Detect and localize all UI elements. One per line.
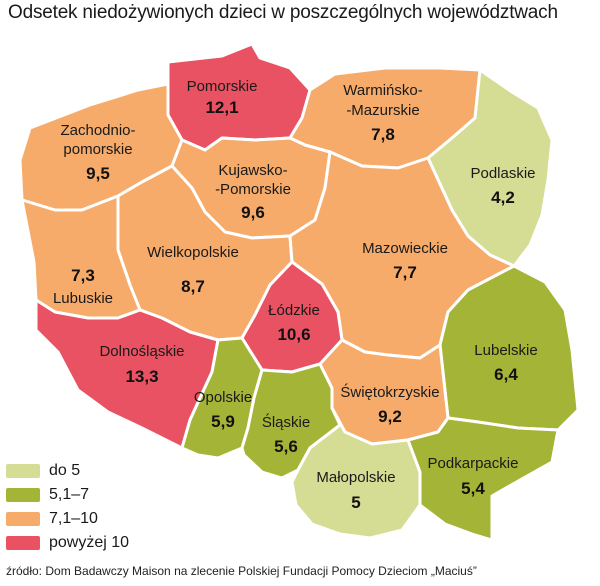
label-podlaskie-value: 4,2 bbox=[491, 188, 515, 207]
legend-label: do 5 bbox=[49, 462, 81, 479]
label-podkarpackie-name: Podkarpackie bbox=[428, 455, 519, 472]
label-podkarpackie-value: 5,4 bbox=[461, 479, 485, 498]
legend-item-powyzej-10: powyżej 10 bbox=[6, 531, 129, 555]
legend-item-do-5: do 5 bbox=[6, 459, 129, 483]
label-slaskie-value: 5,6 bbox=[274, 437, 298, 456]
label-lubelskie-name: Lubelskie bbox=[474, 342, 537, 359]
label-dolnoslaskie-name: Dolnośląskie bbox=[99, 343, 184, 360]
legend-label: powyżej 10 bbox=[49, 534, 130, 551]
map-title: Odsetek niedożywionych dzieci w poszczeg… bbox=[8, 2, 558, 23]
legend-label: 5,1–7 bbox=[49, 486, 90, 503]
region-malopolskie[interactable] bbox=[290, 406, 422, 540]
legend-swatch bbox=[6, 536, 40, 550]
legend-item-7-10: 7,1–10 bbox=[6, 507, 129, 531]
label-opolskie-value: 5,9 bbox=[211, 412, 235, 431]
label-kujawsko-name-2: -Pomorskie bbox=[215, 181, 291, 198]
label-opolskie-name: Opolskie bbox=[194, 389, 252, 406]
label-kujawsko-value: 9,6 bbox=[241, 203, 265, 222]
label-lodzkie-name: Łódzkie bbox=[268, 302, 320, 319]
legend-swatch bbox=[6, 464, 40, 478]
label-warminsko-value: 7,8 bbox=[371, 125, 395, 144]
label-podlaskie-name: Podlaskie bbox=[470, 165, 535, 182]
legend-label: 7,1–10 bbox=[49, 510, 98, 527]
label-pomorskie-name: Pomorskie bbox=[187, 78, 258, 95]
label-lubuskie-value: 7,3 bbox=[71, 266, 95, 285]
label-lubuskie-name: Lubuskie bbox=[53, 290, 113, 307]
label-mazowieckie-value: 7,7 bbox=[393, 263, 417, 282]
source-note: źródło: Dom Badawczy Maison na zlecenie … bbox=[6, 564, 477, 578]
label-wielkopolskie-name: Wielkopolskie bbox=[147, 244, 239, 261]
label-lodzkie-value: 10,6 bbox=[277, 325, 310, 344]
label-slaskie-name: Śląskie bbox=[262, 413, 310, 431]
legend-item-5-7: 5,1–7 bbox=[6, 483, 129, 507]
label-zachodnio-name-2: pomorskie bbox=[63, 141, 132, 158]
label-warminsko-name-2: -Mazurskie bbox=[346, 102, 419, 119]
label-kujawsko-name-1: Kujawsko- bbox=[218, 162, 287, 179]
region-podkarpackie[interactable] bbox=[406, 416, 560, 542]
label-warminsko-name-1: Warmińsko- bbox=[343, 82, 422, 99]
label-zachodnio-name-1: Zachodnio- bbox=[60, 122, 135, 139]
label-dolnoslaskie-value: 13,3 bbox=[125, 367, 158, 386]
label-zachodnio-value: 9,5 bbox=[86, 164, 110, 183]
label-swietokrzyskie-name: Świętokrzyskie bbox=[340, 383, 439, 401]
legend-swatch bbox=[6, 488, 40, 502]
label-mazowieckie-name: Mazowieckie bbox=[362, 240, 448, 257]
label-pomorskie-value: 12,1 bbox=[205, 98, 238, 117]
legend: do 5 5,1–7 7,1–10 powyżej 10 bbox=[6, 459, 129, 555]
label-swietokrzyskie-value: 9,2 bbox=[378, 407, 402, 426]
label-wielkopolskie-value: 8,7 bbox=[181, 277, 205, 296]
label-malopolskie-value: 5 bbox=[351, 493, 360, 512]
label-malopolskie-name: Małopolskie bbox=[316, 469, 395, 486]
legend-swatch bbox=[6, 512, 40, 526]
region-pomorskie[interactable] bbox=[166, 42, 312, 152]
label-lubelskie-value: 6,4 bbox=[494, 365, 518, 384]
